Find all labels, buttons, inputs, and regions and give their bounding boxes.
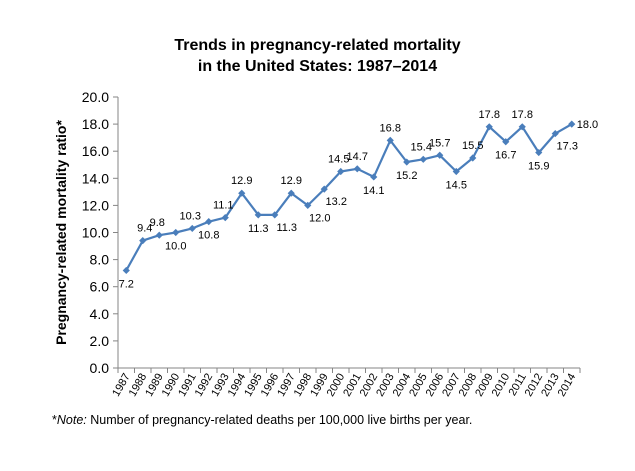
y-tick-label: 12.0 xyxy=(82,197,109,213)
data-label: 16.7 xyxy=(495,150,516,162)
data-point xyxy=(337,167,345,176)
data-label: 10.0 xyxy=(165,241,186,253)
data-label: 16.8 xyxy=(380,122,401,134)
data-label: 7.2 xyxy=(119,278,134,290)
data-point xyxy=(518,123,526,131)
data-label: 15.4 xyxy=(411,141,432,153)
data-label: 9.4 xyxy=(137,223,152,235)
data-label: 15.9 xyxy=(528,161,549,173)
data-point xyxy=(469,154,477,162)
data-label: 10.3 xyxy=(180,210,201,222)
y-tick-label: 20.0 xyxy=(82,89,109,105)
data-point xyxy=(386,136,394,144)
data-point xyxy=(419,155,427,163)
data-label: 14.5 xyxy=(446,180,467,192)
data-label: 17.8 xyxy=(479,109,500,121)
data-point xyxy=(221,213,229,222)
data-point xyxy=(403,158,411,166)
y-axis-title: Pregnancy-related mortality ratio* xyxy=(53,120,69,345)
y-tick-label: 0.0 xyxy=(90,360,110,376)
y-tick-label: 4.0 xyxy=(90,306,110,322)
y-tick-label: 2.0 xyxy=(90,333,110,349)
y-tick-label: 10.0 xyxy=(82,225,109,241)
y-tick-label: 18.0 xyxy=(82,116,109,132)
footnote-label: Note: xyxy=(56,413,87,427)
data-label: 15.7 xyxy=(429,137,450,149)
data-point xyxy=(155,231,163,239)
x-tick-label: 2010 xyxy=(490,372,513,399)
data-label: 15.5 xyxy=(462,140,483,152)
footnote-text: Number of pregnancy-related deaths per 1… xyxy=(86,413,473,427)
data-point xyxy=(287,189,295,197)
chart-subtitle: in the United States: 1987–2014 xyxy=(197,58,438,75)
data-point xyxy=(436,151,444,159)
data-point xyxy=(254,211,262,219)
data-label: 17.8 xyxy=(512,109,533,121)
x-tick-label: 2014 xyxy=(556,372,579,399)
data-point xyxy=(485,123,493,131)
data-label: 12.0 xyxy=(309,212,330,224)
data-point xyxy=(139,237,147,245)
y-tick-label: 6.0 xyxy=(90,279,110,295)
data-label: 9.8 xyxy=(150,217,165,229)
data-point xyxy=(502,138,510,146)
data-label: 14.7 xyxy=(347,151,368,163)
y-tick-label: 16.0 xyxy=(82,143,109,159)
data-point xyxy=(271,211,279,219)
data-label: 12.9 xyxy=(281,175,302,187)
data-label: 11.3 xyxy=(248,223,269,235)
data-point xyxy=(122,266,130,275)
data-label: 13.2 xyxy=(326,196,347,208)
data-label: 11.1 xyxy=(213,200,234,212)
data-label: 11.3 xyxy=(276,222,297,234)
data-point xyxy=(172,228,180,237)
data-point xyxy=(568,120,576,128)
data-point xyxy=(238,189,246,197)
data-label: 18.0 xyxy=(577,119,598,131)
footnote: *Note: Number of pregnancy-related death… xyxy=(52,413,472,427)
footnote-asterisk: * xyxy=(52,413,57,427)
data-label: 14.1 xyxy=(363,185,384,197)
data-label: 17.3 xyxy=(557,141,578,153)
data-point xyxy=(452,167,460,176)
data-label: 12.9 xyxy=(231,175,252,187)
chart-title: Trends in pregnancy-related mortality xyxy=(174,37,461,54)
data-point xyxy=(353,165,361,173)
y-tick-label: 8.0 xyxy=(90,252,110,268)
data-point xyxy=(320,185,328,193)
data-label: 15.2 xyxy=(396,170,417,182)
data-point xyxy=(188,224,196,233)
data-point xyxy=(535,148,543,157)
data-point xyxy=(370,173,378,181)
data-point xyxy=(551,129,559,138)
data-label: 14.5 xyxy=(328,154,349,166)
data-point xyxy=(304,201,312,209)
series-line xyxy=(125,123,573,271)
y-tick-label: 14.0 xyxy=(82,170,109,186)
data-label: 10.8 xyxy=(198,230,219,242)
data-point xyxy=(205,218,213,226)
